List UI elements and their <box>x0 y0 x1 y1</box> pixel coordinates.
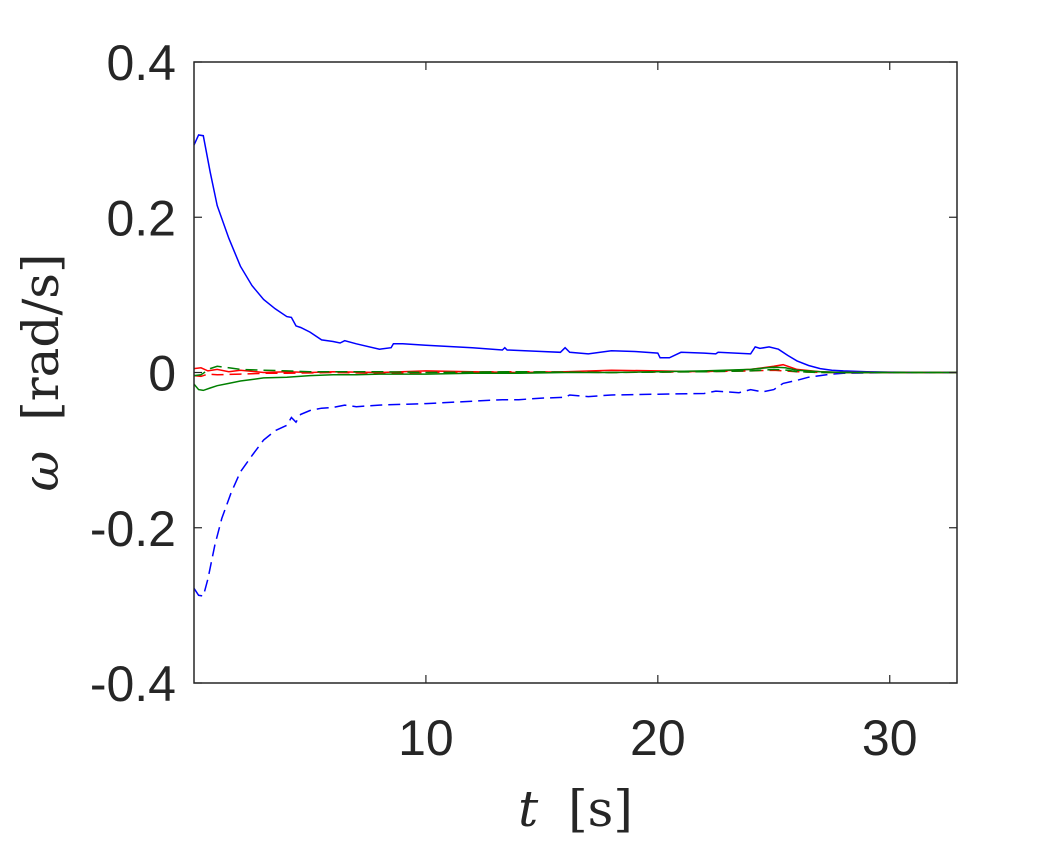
series-line-1 <box>193 134 957 374</box>
x-axis-symbol: t <box>518 780 539 838</box>
x-tick-label: 20 <box>630 710 686 766</box>
y-axis-label: ω [rad/s] <box>12 254 70 492</box>
y-axis-symbol: ω <box>12 451 70 492</box>
y-tick-label: 0 <box>148 346 176 402</box>
x-axis-label: t [s] <box>518 780 633 838</box>
y-tick-label: -0.4 <box>90 656 176 712</box>
series-layer <box>193 134 957 597</box>
series-line-5 <box>193 366 957 392</box>
label-layer: 10 20 30 -0.4 -0.2 0 0.2 0.4 <box>90 35 918 766</box>
series-line-3 <box>193 363 957 374</box>
x-axis-unit: [s] <box>568 780 633 838</box>
y-tick-label: -0.2 <box>90 501 176 557</box>
series-line-2 <box>193 371 957 597</box>
y-tick-label: 0.4 <box>106 35 176 91</box>
series-line-6 <box>193 365 957 377</box>
x-tick-label: 30 <box>862 710 918 766</box>
tick-layer <box>194 61 957 684</box>
y-axis-unit: [rad/s] <box>12 254 70 421</box>
x-tick-label: 10 <box>398 710 454 766</box>
y-tick-label: 0.2 <box>106 190 176 246</box>
